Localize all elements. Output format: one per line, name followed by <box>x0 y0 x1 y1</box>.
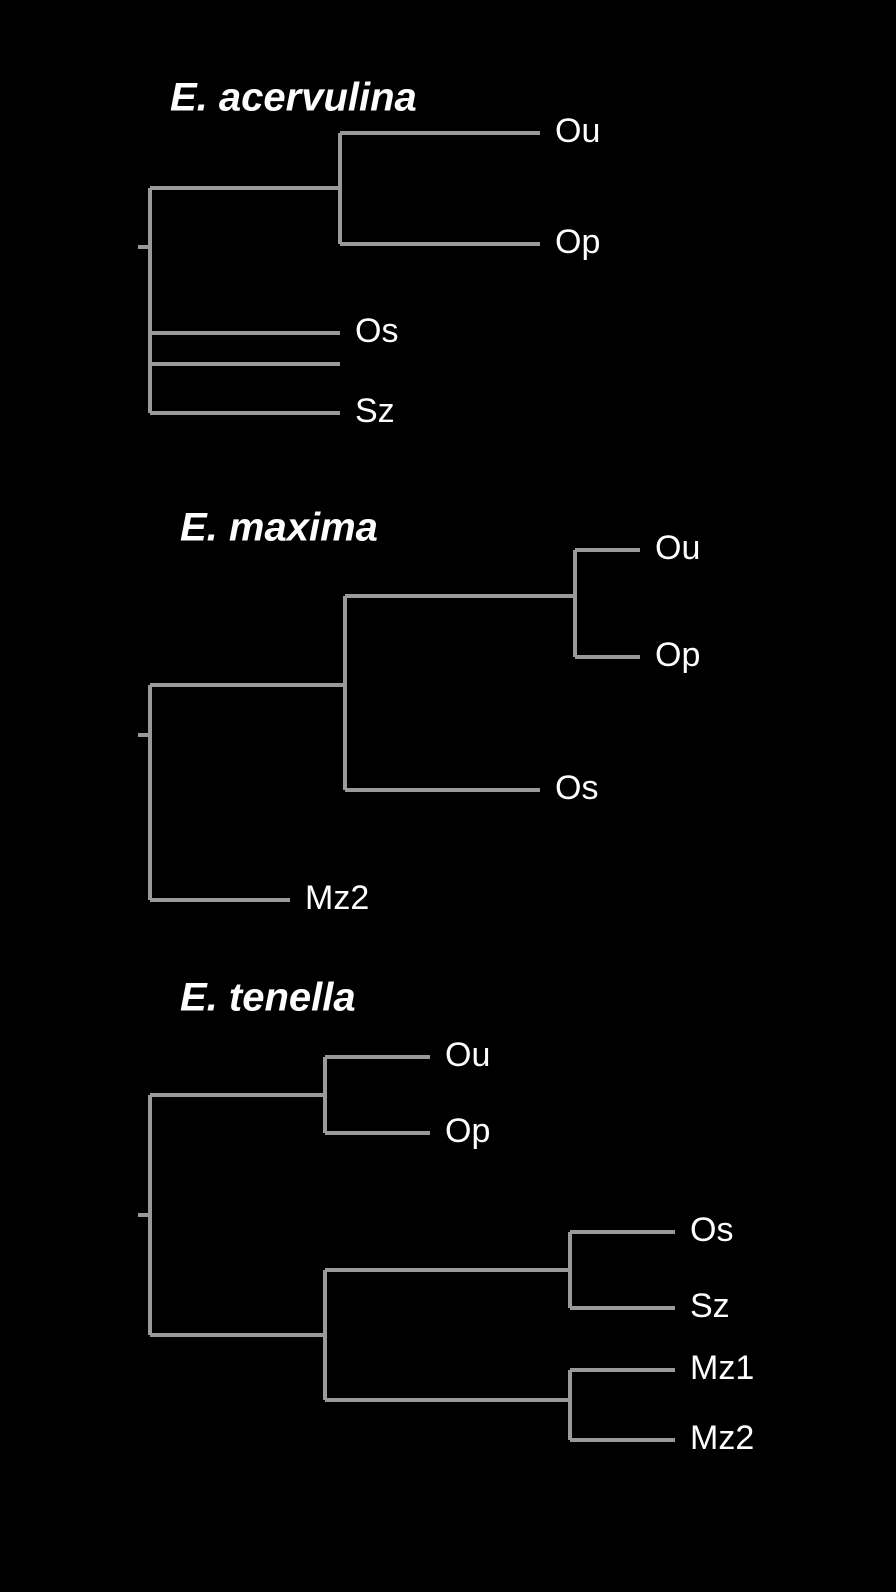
tree-title: E. tenella <box>180 976 356 1020</box>
leaf-label: Ou <box>445 1036 490 1074</box>
leaf-label: Os <box>690 1211 733 1249</box>
dendrogram-svg: E. acervulina Ou Op Os Sz E. maxima Ou Op Os Mz2 E… <box>0 0 896 1592</box>
tree-title: E. maxima <box>180 506 378 550</box>
leaf-label: Mz2 <box>690 1419 754 1457</box>
leaf-label: Ou <box>655 529 700 567</box>
leaf-label: Os <box>555 769 598 807</box>
leaf-label: Ou <box>555 112 600 150</box>
leaf-label: Os <box>355 312 398 350</box>
leaf-label: Mz1 <box>690 1349 754 1387</box>
leaf-label: Mz2 <box>305 879 369 917</box>
leaf-label: Sz <box>355 392 395 430</box>
tree-title: E. acervulina <box>170 76 417 120</box>
leaf-label: Op <box>555 223 600 261</box>
leaf-label: Op <box>655 636 700 674</box>
leaf-label: Op <box>445 1112 490 1150</box>
leaf-label: Sz <box>690 1287 730 1325</box>
